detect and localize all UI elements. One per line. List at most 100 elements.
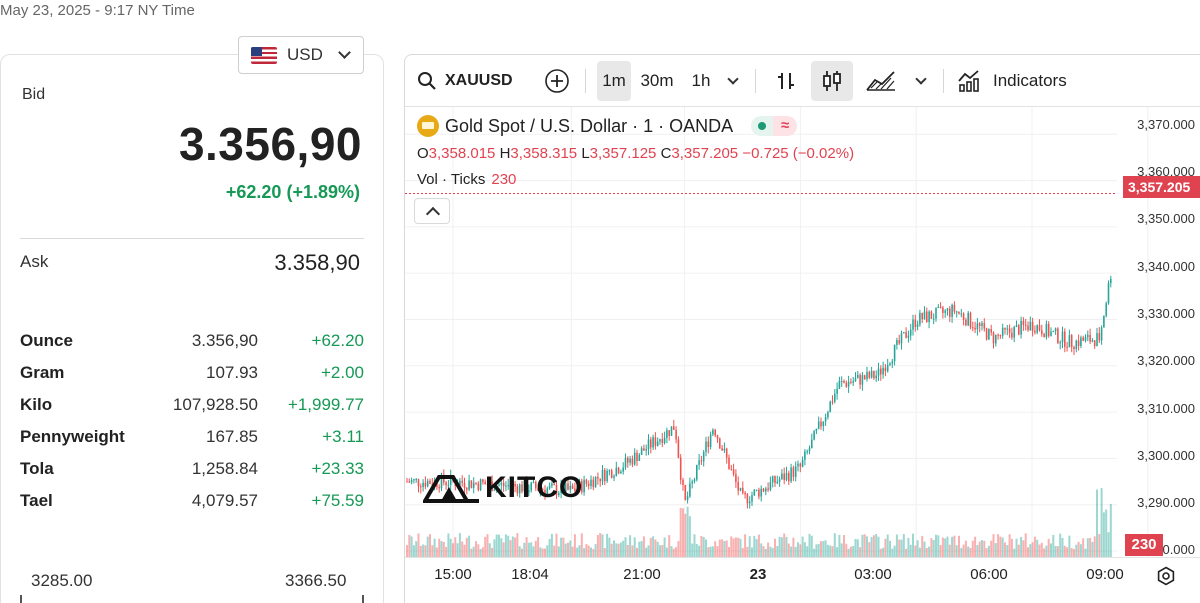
volume-bar	[778, 536, 781, 557]
volume-bar	[707, 547, 710, 557]
unit-value: 167.85	[206, 427, 258, 446]
indicators-button[interactable]: Indicators	[957, 61, 1081, 101]
volume-bar	[893, 545, 896, 557]
candles-chart-type-button[interactable]	[811, 61, 853, 101]
volume-bar	[560, 537, 563, 557]
volume-bar	[1033, 536, 1036, 557]
volume-bar	[1096, 489, 1098, 557]
candle-body	[776, 481, 779, 484]
volume-bar	[438, 538, 441, 557]
volume-bar	[1020, 537, 1023, 557]
volume-bar	[1024, 533, 1027, 557]
candle-body	[813, 431, 815, 440]
area-chart-type-button[interactable]	[861, 61, 901, 101]
currency-select[interactable]: USD	[238, 36, 364, 74]
volume-bar	[675, 547, 678, 557]
chart-legend-title: Gold Spot / U.S. Dollar · 1 · OANDA ≈	[417, 115, 798, 137]
candle-body	[999, 335, 1002, 337]
volume-bar	[877, 536, 880, 557]
candle-body	[882, 367, 884, 375]
volume-bar	[1010, 538, 1013, 557]
interval-dropdown-button[interactable]	[721, 61, 745, 101]
candle-body	[656, 441, 659, 446]
indicators-label: Indicators	[993, 71, 1067, 90]
candle-body	[831, 401, 834, 403]
volume-bar	[1038, 544, 1041, 557]
volume-bar	[714, 541, 717, 557]
candle-body	[1004, 327, 1006, 330]
candle-body	[1070, 335, 1073, 348]
candle-body	[539, 489, 542, 491]
candle-body	[415, 478, 417, 480]
volume-bar	[737, 537, 740, 557]
volume-bar	[951, 536, 954, 557]
volume-bar	[884, 538, 887, 557]
volume-bar	[417, 533, 420, 557]
candle-body	[942, 307, 944, 313]
candle-body	[1066, 346, 1068, 348]
candle-body	[981, 323, 983, 326]
volume-bar	[978, 541, 981, 557]
volume-bar	[748, 536, 751, 557]
volume-bar	[817, 543, 820, 557]
candle-body	[820, 421, 822, 427]
volume-bar	[905, 548, 908, 557]
candle-body	[624, 457, 627, 468]
candle-body	[877, 368, 880, 376]
price-chart[interactable]	[405, 107, 1200, 557]
volume-bar	[477, 544, 480, 557]
unit-change: +62.20	[311, 331, 364, 350]
chart-type-dropdown-button[interactable]	[909, 61, 933, 101]
candle-body	[1043, 333, 1045, 338]
candle-body	[840, 380, 843, 382]
candle-body	[601, 470, 604, 482]
candle-body	[673, 426, 675, 430]
volume-bar	[663, 537, 666, 557]
volume-bar	[615, 543, 618, 557]
collapse-legend-button[interactable]	[414, 198, 450, 224]
volume-bar	[1040, 542, 1043, 557]
volume-bar	[626, 544, 629, 557]
volume-bar	[1105, 509, 1108, 557]
interval-1h-button[interactable]: 1h	[691, 71, 711, 90]
candle-body	[535, 482, 537, 489]
volume-bar	[500, 538, 503, 557]
volume-bar	[645, 547, 648, 557]
candle-body	[502, 482, 505, 487]
candle-body	[468, 480, 470, 490]
volume-bar	[783, 533, 786, 557]
unit-row: Tola 1,258.84 +23.33	[20, 459, 364, 491]
volume-bar	[668, 535, 671, 557]
volume-bar	[845, 543, 848, 557]
volume-bar	[686, 506, 689, 557]
volume-bar	[815, 544, 818, 557]
candle-body	[758, 489, 760, 497]
volume-bar	[787, 543, 790, 557]
compare-symbol-button[interactable]	[541, 61, 573, 101]
volume-bar	[718, 539, 721, 557]
volume-label: Vol · Ticks	[417, 171, 486, 188]
volume-bar	[935, 534, 937, 557]
volume-bar	[624, 537, 627, 557]
volume-bar	[751, 547, 753, 557]
volume-bar	[820, 541, 822, 557]
unit-value: 3.356,90	[191, 331, 258, 350]
interval-1m-button[interactable]: 1m	[597, 61, 631, 101]
unit-value: 107.93	[206, 363, 258, 382]
unit-name: Pennyweight	[20, 427, 125, 446]
candle-body	[732, 469, 735, 475]
volume-bar	[1052, 534, 1055, 557]
interval-30m-button[interactable]: 30m	[640, 71, 674, 90]
candle-body	[551, 483, 553, 486]
volume-bar	[445, 546, 448, 557]
candle-body	[863, 375, 866, 380]
volume-bar	[433, 538, 436, 557]
candle-body	[815, 428, 818, 432]
chart-settings-icon[interactable]	[1156, 566, 1176, 586]
symbol-search-button[interactable]: XAUUSD	[417, 61, 517, 101]
bar-chart-type-button[interactable]	[769, 61, 803, 101]
y-axis-label: 3,350.000	[1137, 211, 1195, 226]
volume-bar	[849, 546, 852, 557]
volume-bar	[412, 545, 415, 557]
volume-bar	[1001, 537, 1004, 557]
